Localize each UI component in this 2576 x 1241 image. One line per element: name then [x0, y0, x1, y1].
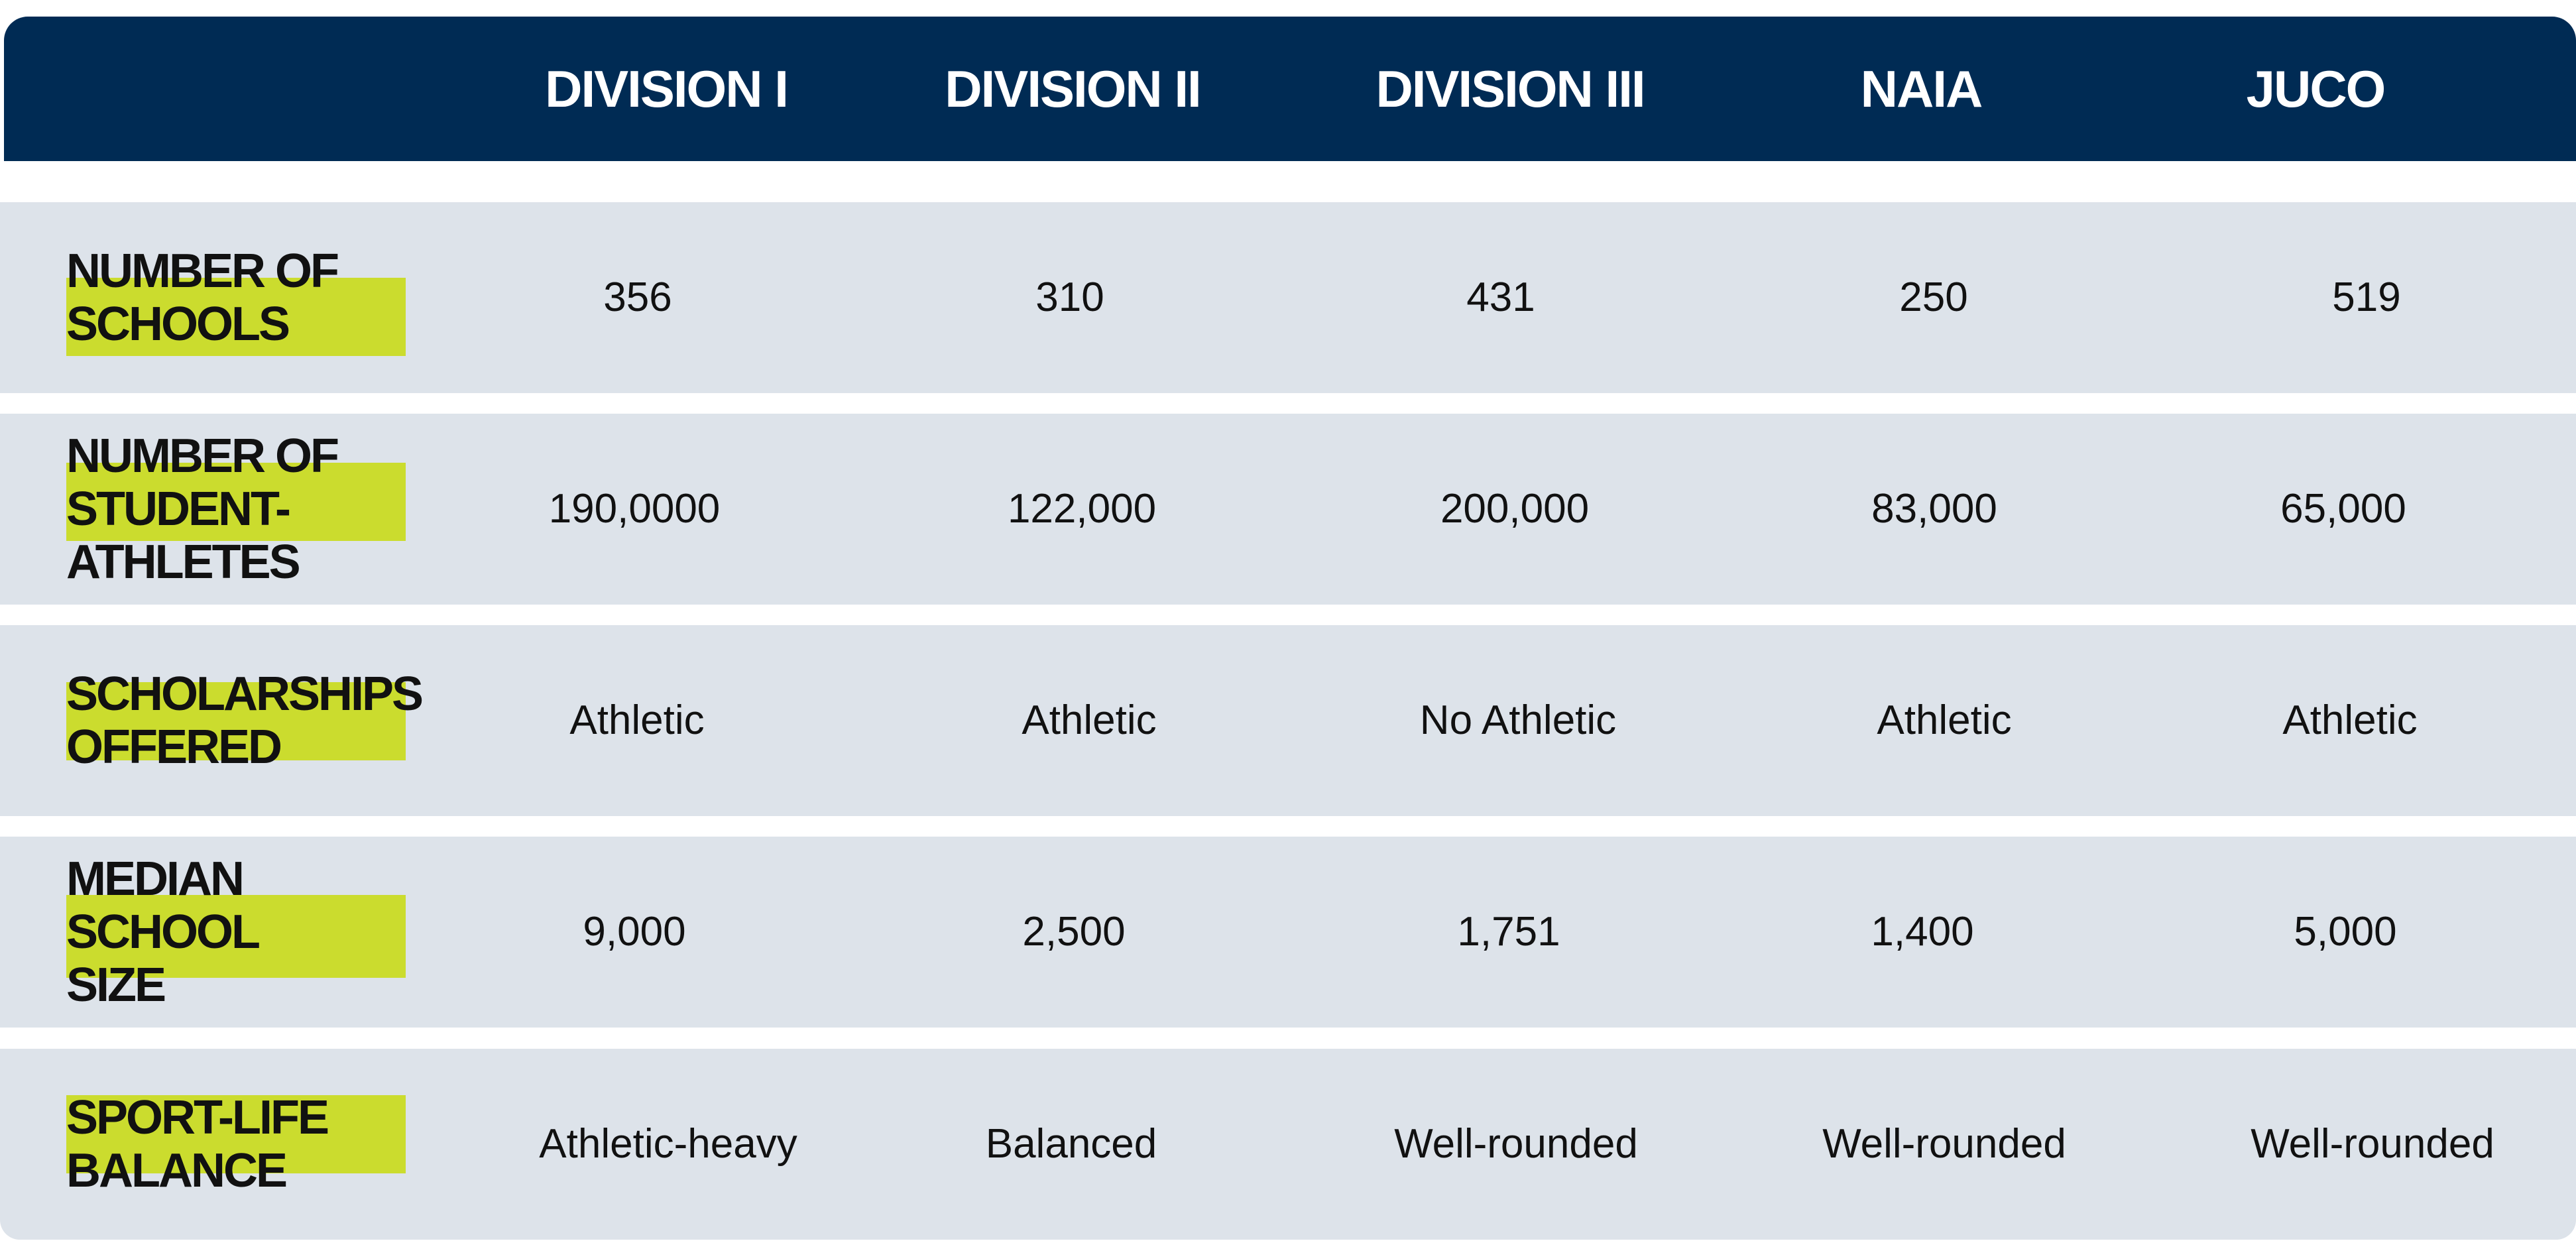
table-cell: 200,000: [1440, 486, 1590, 532]
table-cell: Athletic: [569, 697, 705, 743]
column-header-naia: NAIA: [1860, 60, 1983, 118]
table-cell: 83,000: [1871, 486, 1997, 532]
table-cell: Well-rounded: [1394, 1121, 1638, 1167]
table-cell: 519: [2332, 274, 2401, 320]
table-row: SCHOLARSHIPS OFFERED Athletic Athletic N…: [0, 625, 2576, 816]
column-header-division-ii: DIVISION II: [945, 60, 1201, 118]
label-highlight: [66, 463, 406, 541]
row-label-group: SCHOLARSHIPS OFFERED: [66, 625, 438, 816]
table-cell: Well-rounded: [1822, 1121, 2066, 1167]
table-cell: Athletic: [1022, 697, 1157, 743]
row-label: MEDIAN SCHOOL SIZE: [66, 853, 261, 1012]
row-label-group: SPORT-LIFE BALANCE: [66, 1049, 438, 1240]
table-cell: 5,000: [2294, 909, 2397, 955]
table-cell: No Athletic: [1419, 697, 1617, 743]
table-cell: Athletic-heavy: [539, 1121, 797, 1167]
table-cell: Athletic: [1877, 697, 2012, 743]
table-cell: 190,0000: [548, 486, 721, 532]
row-label-group: NUMBER OF SCHOOLS: [66, 202, 438, 393]
table-cell: 65,000: [2280, 486, 2406, 532]
row-label: NUMBER OF SCHOOLS: [66, 245, 339, 351]
column-header-division-iii: DIVISION III: [1376, 60, 1645, 118]
table-cell: 356: [603, 274, 672, 320]
table-cell: Athletic: [2282, 697, 2418, 743]
table-cell: Well-rounded: [2251, 1121, 2494, 1167]
table-cell: 431: [1466, 274, 1535, 320]
label-highlight: [66, 895, 406, 978]
table-cell: 9,000: [583, 909, 686, 955]
row-label: SPORT-LIFE BALANCE: [66, 1091, 329, 1197]
label-highlight: [66, 682, 406, 760]
table-cell: 2,500: [1022, 909, 1126, 955]
column-header-division-i: DIVISION I: [545, 60, 789, 118]
table-cell: 1,751: [1457, 909, 1560, 955]
row-label-group: MEDIAN SCHOOL SIZE: [66, 837, 438, 1028]
row-label-group: NUMBER OF STUDENT- ATHLETES: [66, 414, 438, 605]
table-row: MEDIAN SCHOOL SIZE 9,000 2,500 1,751 1,4…: [0, 837, 2576, 1028]
table-header: [4, 17, 2576, 161]
table-cell: 122,000: [1007, 486, 1157, 532]
label-highlight: [66, 1095, 406, 1173]
label-highlight: [66, 278, 406, 356]
row-label: SCHOLARSHIPS OFFERED: [66, 668, 424, 774]
table-row: NUMBER OF STUDENT- ATHLETES 190,0000 122…: [0, 414, 2576, 605]
row-label: NUMBER OF STUDENT- ATHLETES: [66, 430, 339, 589]
table-row: NUMBER OF SCHOOLS 356 310 431 250 519: [0, 202, 2576, 393]
table-cell: 250: [1899, 274, 1968, 320]
column-header-juco: JUCO: [2246, 60, 2386, 118]
table-row: SPORT-LIFE BALANCE Athletic-heavy Balanc…: [0, 1049, 2576, 1240]
table-cell: Balanced: [985, 1121, 1157, 1167]
table-cell: 310: [1035, 274, 1104, 320]
table-cell: 1,400: [1871, 909, 1974, 955]
